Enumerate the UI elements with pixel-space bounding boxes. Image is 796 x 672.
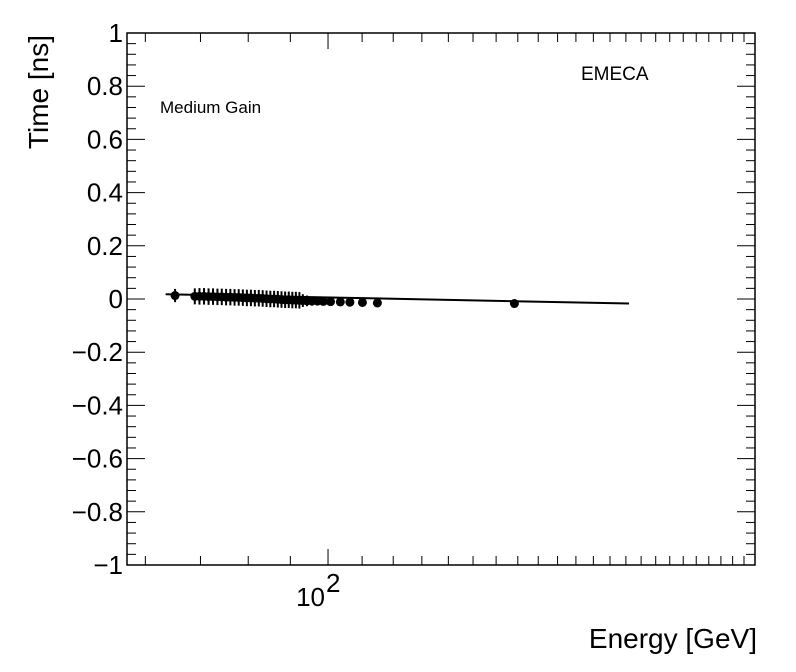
gain-label: Medium Gain (160, 98, 261, 117)
region-label: EMECA (581, 64, 649, 85)
data-point (509, 299, 519, 309)
data-point (170, 291, 180, 301)
x-tick-label-exponent: 2 (326, 568, 340, 598)
data-point (372, 298, 382, 308)
data-points (170, 288, 519, 309)
y-tick-label: −1 (93, 550, 123, 580)
y-tick-label: −0.4 (72, 390, 123, 420)
axis-ticks (127, 32, 756, 566)
y-tick-label: 1 (109, 18, 123, 48)
y-tick-label: 0.6 (87, 124, 123, 154)
y-tick-label: −0.2 (72, 337, 123, 367)
y-tick-labels: 1 0.8 0.6 0.4 0.2 0 −0.2 −0.4 −0.6 −0.8 −1 (72, 18, 123, 580)
data-point (335, 297, 345, 307)
data-point (345, 297, 355, 307)
y-tick-label: 0.8 (87, 71, 123, 101)
y-tick-label: 0.4 (87, 178, 123, 208)
data-point (326, 297, 336, 307)
y-axis-label: Time [ns] (23, 35, 54, 149)
x-tick-label-base: 10 (296, 582, 325, 612)
y-tick-label: 0.2 (87, 231, 123, 261)
data-point (318, 296, 328, 306)
data-point (357, 297, 367, 307)
x-tick-labels: 10 2 (296, 568, 340, 612)
x-axis-label: Energy [GeV] (589, 623, 757, 654)
y-tick-label: −0.8 (72, 497, 123, 527)
y-tick-label: −0.6 (72, 444, 123, 474)
y-tick-label: 0 (109, 284, 123, 314)
